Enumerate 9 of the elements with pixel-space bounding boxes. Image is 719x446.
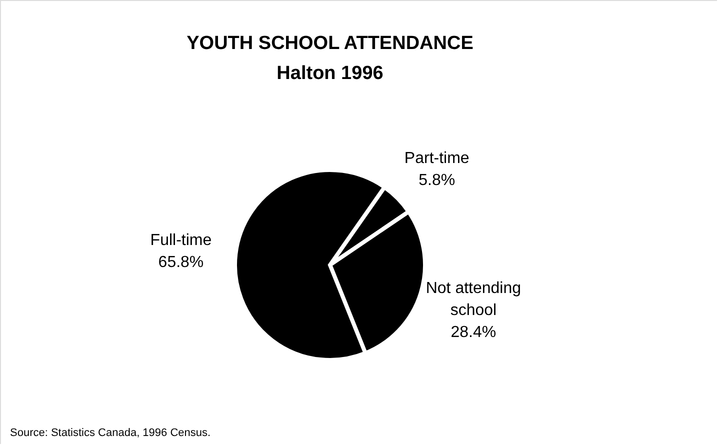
chart-title: YOUTH SCHOOL ATTENDANCE (186, 33, 474, 54)
slice-label: Part-time (404, 150, 470, 167)
slice-label: Not attending school (426, 280, 522, 319)
chart-subtitle: Halton 1996 (276, 63, 384, 84)
slice-label: Full-time (150, 232, 212, 250)
data-label: 28.4% (450, 324, 496, 341)
data-label: 5.8% (418, 172, 456, 189)
data-label: 65.8% (158, 254, 204, 272)
source-note: Source: Statistics Canada, 1996 Census. (10, 427, 211, 439)
